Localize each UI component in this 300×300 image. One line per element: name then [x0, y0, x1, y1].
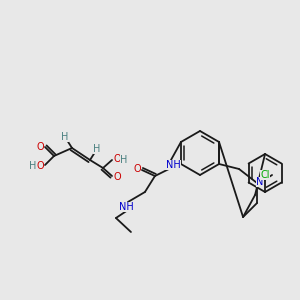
Text: Cl: Cl: [260, 170, 270, 180]
Text: O: O: [36, 161, 44, 171]
Text: H: H: [120, 155, 128, 165]
Text: O: O: [133, 164, 141, 174]
Text: O: O: [113, 172, 121, 182]
Text: H: H: [61, 132, 69, 142]
Text: N: N: [256, 177, 264, 187]
Text: O: O: [36, 142, 44, 152]
Text: O: O: [113, 154, 121, 164]
Text: H: H: [29, 161, 37, 171]
Text: H: H: [93, 144, 101, 154]
Text: NH: NH: [118, 202, 133, 212]
Text: NH: NH: [166, 160, 180, 170]
